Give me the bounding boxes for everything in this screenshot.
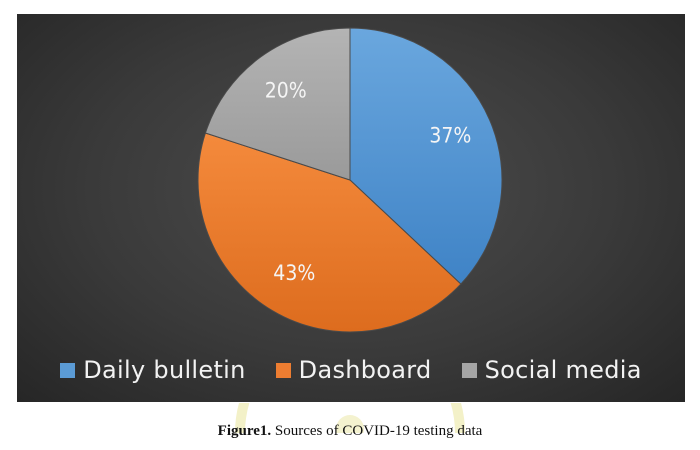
legend-item-dashboard: Dashboard [275, 356, 432, 384]
legend-swatch-social-media [461, 362, 477, 378]
legend-label: Social media [484, 356, 642, 384]
legend-label: Dashboard [298, 356, 432, 384]
pie-chart: 37% 43% 20% [197, 27, 503, 333]
legend-swatch-daily-bulletin [60, 362, 76, 378]
pie-slice-dashboard [197, 132, 462, 333]
data-label-dashboard: 43% [273, 261, 315, 285]
pie-slice-social-media [204, 27, 351, 181]
chart-panel: 37% 43% 20% Daily bulletin Dashboard Socia… [17, 14, 685, 402]
data-label-daily-bulletin: 37% [429, 124, 471, 148]
legend-item-social-media: Social media [461, 356, 642, 384]
legend-label: Daily bulletin [83, 356, 246, 384]
chart-legend: Daily bulletin Dashboard Social media [17, 350, 685, 390]
legend-item-daily-bulletin: Daily bulletin [60, 356, 245, 384]
figure-number: Figure1. [217, 423, 272, 439]
legend-swatch-dashboard [275, 362, 291, 378]
pie-slice-daily-bulletin [349, 27, 503, 285]
figure-caption-text: Sources of COVID-19 testing data [271, 423, 483, 439]
figure-caption: Figure1. Sources of COVID-19 testing dat… [0, 423, 700, 440]
data-label-social-media: 20% [265, 79, 307, 103]
